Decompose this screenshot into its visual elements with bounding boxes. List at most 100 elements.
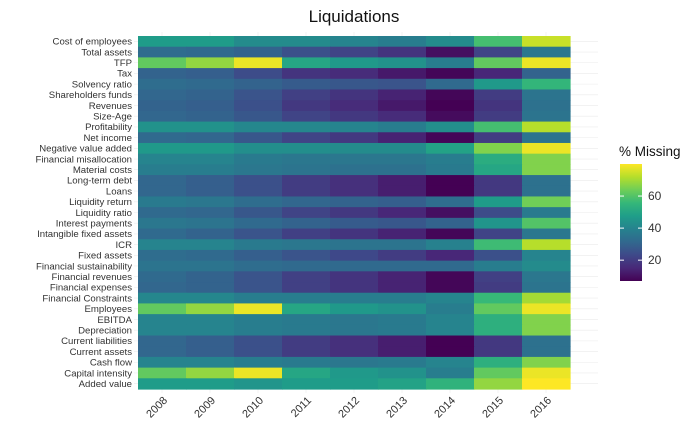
heatmap-cell: [234, 153, 283, 165]
heatmap-cell: [330, 324, 379, 337]
heatmap-cell: [474, 100, 523, 112]
heatmap-cell: [426, 228, 475, 240]
colorbar-ticks: 20 40 60: [620, 189, 662, 267]
heatmap-cell: [522, 271, 571, 283]
heatmap-cell: [282, 314, 331, 326]
heatmap-cell: [234, 110, 283, 123]
heatmap-cell: [378, 314, 427, 326]
heatmap-cell: [282, 89, 331, 101]
heatmap-cell: [474, 164, 523, 176]
y-tick-label: Profitability: [85, 122, 132, 133]
heatmap-cell: [330, 78, 379, 91]
x-tick-label: 2016: [528, 395, 554, 421]
heatmap-cell: [282, 228, 331, 240]
heatmap-cell: [186, 142, 235, 155]
heatmap-cell: [522, 249, 571, 262]
y-tick-label: Financial revenues: [51, 272, 132, 283]
heatmap-cell: [138, 217, 187, 230]
heatmap-cell: [426, 46, 475, 58]
heatmap-cell: [330, 36, 379, 48]
heatmap-cell: [186, 57, 235, 69]
heatmap-cell: [330, 132, 379, 144]
heatmap-cell: [234, 36, 283, 48]
heatmap-cell: [426, 217, 475, 230]
heatmap-cell: [186, 356, 235, 369]
heatmap-cell: [186, 249, 235, 262]
colorbar-title: % Missing: [619, 144, 681, 159]
heatmap-cell: [522, 196, 571, 208]
heatmap-cell: [186, 132, 235, 144]
y-tick-label: Employees: [85, 304, 133, 315]
x-tick-label: 2008: [144, 395, 170, 421]
heatmap-cell: [138, 36, 187, 48]
heatmap-cell: [426, 346, 475, 358]
heatmap-cell: [378, 185, 427, 198]
x-tick-label: 2015: [480, 395, 506, 421]
heatmap-cell: [186, 228, 235, 240]
heatmap-cell: [282, 132, 331, 144]
heatmap-cell: [234, 207, 283, 219]
heatmap-cell: [138, 132, 187, 144]
heatmap-cell: [138, 239, 187, 251]
heatmap-cell: [138, 185, 187, 198]
heatmap-cell: [234, 292, 283, 305]
heatmap-cell: [426, 110, 475, 123]
x-tick-label: 2010: [240, 395, 266, 421]
heatmap-cell: [138, 303, 187, 315]
y-tick-label: Financial misallocation: [35, 154, 132, 165]
heatmap-cell: [522, 239, 571, 251]
heatmap-cell: [186, 378, 235, 390]
heatmap-cell: [522, 142, 571, 155]
heatmap-cell: [474, 57, 523, 69]
heatmap-cell: [234, 228, 283, 240]
heatmap-cell: [474, 314, 523, 326]
heatmap-cell: [330, 367, 379, 379]
x-tick-label: 2012: [336, 395, 362, 421]
heatmap-cell: [378, 282, 427, 294]
heatmap-cell: [186, 335, 235, 347]
y-tick-label: Total assets: [81, 47, 132, 58]
heatmap-cell: [378, 335, 427, 347]
heatmap-cell: [330, 356, 379, 369]
heatmap-cell: [282, 110, 331, 123]
heatmap-cell: [282, 78, 331, 91]
y-tick-label: Current liabilities: [61, 336, 132, 347]
y-tick-label: Financial expenses: [50, 283, 132, 294]
heatmap-cell: [378, 324, 427, 337]
heatmap-cell: [474, 271, 523, 283]
heatmap-cell: [234, 78, 283, 91]
heatmap-cell: [426, 57, 475, 69]
heatmap-cell: [522, 68, 571, 80]
heatmap-cell: [378, 378, 427, 390]
heatmap-cell: [138, 121, 187, 133]
y-tick-label: Current assets: [70, 347, 133, 358]
heatmap-cell: [186, 367, 235, 379]
heatmap-cell: [282, 239, 331, 251]
heatmap-cell: [522, 100, 571, 112]
heatmap-cell: [522, 303, 571, 315]
heatmap-cell: [378, 68, 427, 80]
heatmap-cell: [378, 100, 427, 112]
heatmap-cell: [426, 185, 475, 198]
heatmap-cell: [282, 217, 331, 230]
heatmap-cell: [234, 335, 283, 347]
y-tick-label: Liquidity return: [69, 197, 132, 208]
heatmap-cell: [474, 36, 523, 48]
y-tick-label: Added value: [79, 379, 132, 390]
heatmap-cell: [474, 153, 523, 165]
heatmap-cell: [522, 185, 571, 198]
heatmap-cell: [138, 78, 187, 91]
heatmap-cell: [330, 282, 379, 294]
heatmap-cell: [330, 185, 379, 198]
heatmap-cell: [426, 68, 475, 80]
heatmap-cell: [522, 175, 571, 187]
heatmap-cell: [282, 282, 331, 294]
heatmap-cell: [234, 356, 283, 369]
heatmap-cell: [522, 367, 571, 379]
heatmap-cell: [426, 378, 475, 390]
heatmap-cell: [138, 207, 187, 219]
heatmap-cell: [186, 153, 235, 165]
heatmap-cell: [426, 121, 475, 133]
x-tick-label: 2014: [432, 395, 458, 421]
heatmap-cell: [426, 89, 475, 101]
